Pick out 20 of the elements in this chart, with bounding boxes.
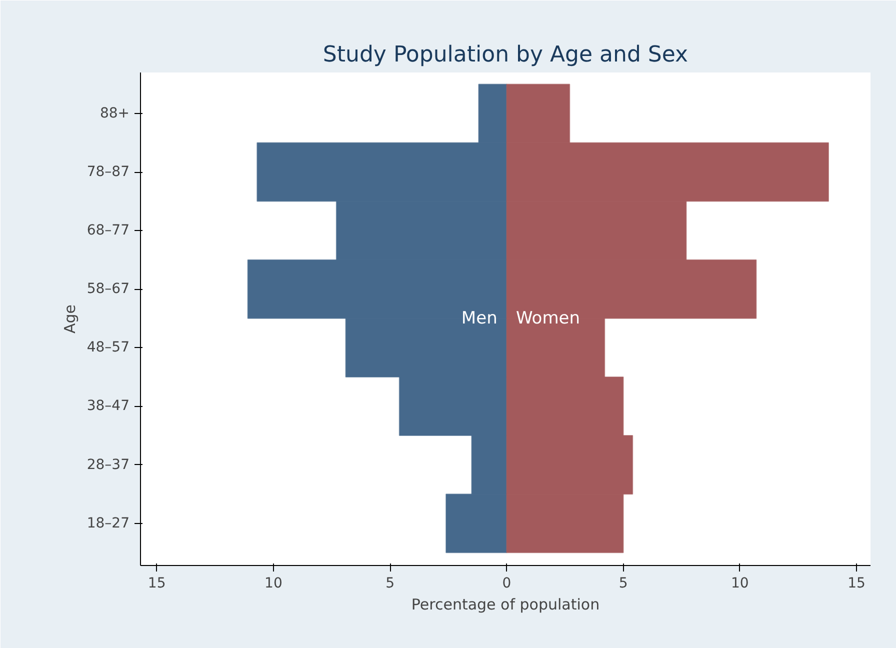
y-tick-label: 48–57: [86, 340, 130, 356]
y-tick-label: 78–87: [86, 164, 130, 180]
chart-title: Study Population by Age and Sex: [322, 42, 688, 68]
x-tick-label: 10: [730, 576, 749, 592]
y-tick-label: 68–77: [86, 222, 130, 239]
y-tick-label: 58–67: [86, 281, 130, 298]
series-label: Women: [516, 308, 580, 328]
y-tick-label: 28–37: [86, 456, 130, 473]
x-tick-label: 10: [264, 576, 282, 592]
x-tick-label: 15: [148, 576, 166, 592]
x-tick-label: 15: [848, 576, 866, 592]
x-tick-label: 5: [386, 576, 395, 592]
y-tick-label: 38–47: [86, 398, 130, 414]
y-tick-label: 88+: [100, 105, 130, 122]
y-axis-title: Age: [60, 304, 79, 334]
x-tick-label: 5: [618, 576, 628, 592]
series-label: Men: [461, 308, 498, 328]
y-tick-label: 18–27: [86, 515, 130, 532]
x-axis-title: Percentage of population: [411, 596, 600, 614]
x-tick-label: 0: [502, 576, 512, 592]
